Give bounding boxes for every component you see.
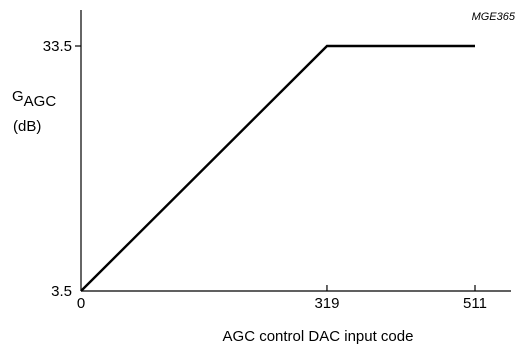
y-axis-title-symbol: G (12, 88, 24, 105)
y-tick-label: 3.5 (51, 283, 72, 300)
x-tick-label: 511 (463, 295, 487, 312)
series-line (80, 44, 475, 292)
y-axis-title-subscript: AGC (24, 93, 57, 110)
y-axis-title-main: GAGC (12, 88, 56, 110)
x-tick-label: 319 (314, 295, 339, 312)
y-axis-title: GAGC (dB) (12, 88, 56, 135)
axes (80, 10, 511, 292)
x-ticks: 0 319 511 (77, 285, 487, 312)
y-ticks: 3.5 33.5 (43, 38, 81, 300)
y-tick-label: 33.5 (43, 38, 72, 55)
figure-id-group: MGE365 (472, 11, 516, 23)
series-layer (80, 44, 475, 292)
x-axis-title: AGC control DAC input code (223, 328, 414, 345)
figure-id-label: MGE365 (472, 11, 516, 23)
y-axis-title-unit: (dB) (13, 118, 41, 135)
x-tick-label: 0 (77, 295, 85, 312)
